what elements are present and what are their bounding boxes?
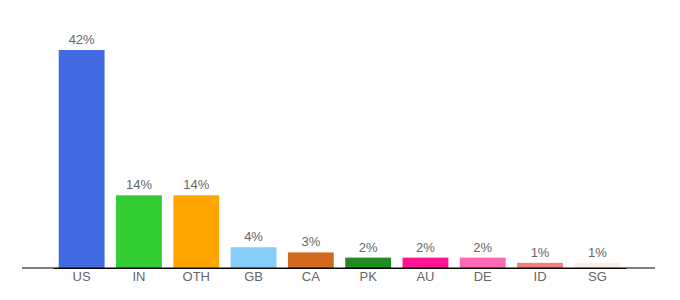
data-label: 1% [531,245,550,260]
data-label: 14% [126,177,152,192]
tick-label: DE [474,269,492,284]
data-label: 2% [473,240,492,255]
bar [345,258,391,268]
tick: US [73,268,91,284]
tick-label: IN [132,269,145,284]
tick-label: GB [244,269,263,284]
tick: GB [244,268,263,284]
data-label: 1% [588,245,607,260]
data-label: 3% [301,234,320,249]
bar [517,263,563,268]
tick-label: US [73,269,91,284]
tick: SG [588,268,607,284]
data-label: 14% [183,177,209,192]
tick: DE [474,268,492,284]
bar [231,247,277,268]
bar [574,263,620,268]
data-labels: 42% 14% 14% 4% 3% 2% 2% 2% 1% 1% [69,32,608,260]
bar [460,258,506,268]
tick: CA [302,268,320,284]
data-label: 2% [416,240,435,255]
tick-label: PK [359,269,377,284]
tick: AU [416,268,434,284]
tick-label: CA [302,269,320,284]
data-label: 42% [69,32,95,47]
tick-label: OTH [183,269,210,284]
bar [403,258,449,268]
bar [173,195,219,268]
chart: US IN OTH GB CA PK AU DE ID SG 42% 14% 14% 4% 3% 2% 2% 2%… [0,0,680,300]
bars [59,50,621,268]
tick-label: AU [416,269,434,284]
tick-label: SG [588,269,607,284]
data-label: 4% [244,229,263,244]
x-axis: US IN OTH GB CA PK AU DE ID SG [54,268,627,284]
tick: IN [132,268,145,284]
tick: ID [534,268,547,284]
bar [116,195,162,268]
data-label: 2% [359,240,378,255]
baseline [22,268,655,269]
bar [288,252,334,268]
bar [59,50,105,268]
tick: PK [359,268,377,284]
tick: OTH [183,268,210,284]
tick-label: ID [534,269,547,284]
